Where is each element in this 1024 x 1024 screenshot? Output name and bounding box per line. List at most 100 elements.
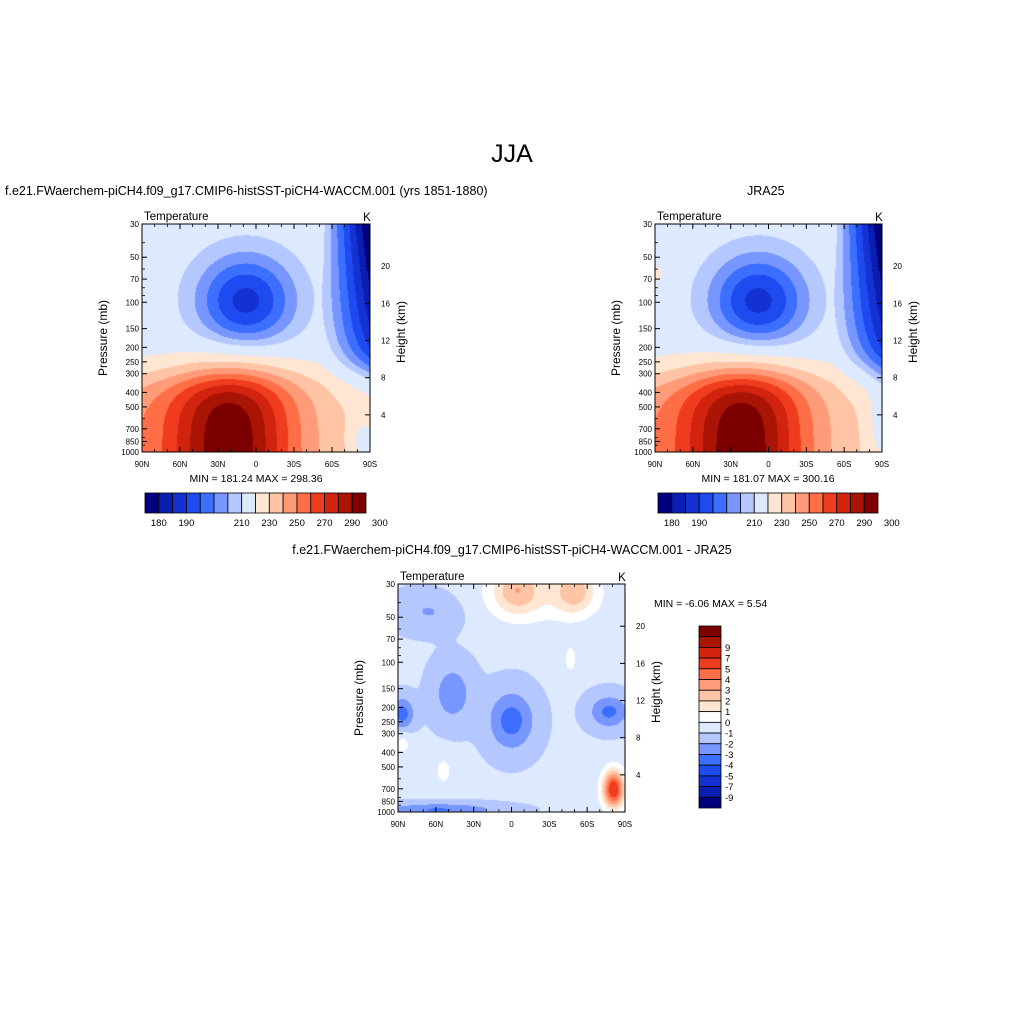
diff-colorbar-swatch	[698, 764, 722, 777]
obs-colorbar-swatch	[767, 492, 783, 514]
diff-ytick-label: 700	[382, 785, 396, 794]
diff-colorbar-label: 1	[725, 707, 730, 718]
obs-xtick-label: 90N	[648, 460, 663, 469]
model-ytick-label: 200	[126, 343, 140, 352]
model-colorbar-swatch	[324, 492, 339, 514]
obs-ylabel: Pressure (mb)	[609, 300, 623, 376]
model-ytick-label: 50	[130, 253, 139, 262]
model-xtick-label: 90N	[135, 460, 150, 469]
obs-ytick-label: 30	[643, 220, 652, 229]
model-contour-field	[142, 224, 370, 452]
diff-colorbar-label: -5	[725, 771, 733, 782]
obs-height-tick-label: 8	[893, 374, 898, 383]
diff-xtick-label: 30S	[542, 820, 556, 829]
diff-colorbar-swatch	[698, 668, 722, 680]
model-colorbar-swatch	[227, 492, 243, 514]
diff-ytick-label: 850	[382, 797, 396, 806]
model-colorbar-label: 230	[261, 518, 277, 529]
model-ylabel: Pressure (mb)	[96, 300, 110, 376]
model-colorbar-label: 180	[151, 518, 167, 529]
model-height-tick-label: 8	[381, 374, 386, 383]
diff-colorbar-swatch	[698, 636, 722, 648]
diff-colorbar-swatch	[698, 732, 722, 745]
diff-colorbar-label: 7	[725, 654, 730, 665]
obs-ytick-label: 100	[639, 298, 653, 307]
model-plot: 3050701001502002503004005007008501000481…	[96, 211, 408, 469]
obs-ytick-label: 700	[639, 425, 653, 434]
model-height-tick-label: 20	[381, 262, 390, 271]
obs-ytick-label: 1000	[634, 448, 652, 457]
diff-height-tick-label: 16	[636, 659, 645, 668]
diff-colorbar-label: -9	[725, 793, 733, 804]
diff-colorbar-label: 3	[725, 686, 730, 697]
model-colorbar-swatch	[310, 492, 325, 514]
obs-ytick-label: 500	[639, 403, 653, 412]
diff-colorbar-swatch	[698, 625, 722, 638]
obs-colorbar-swatch	[863, 492, 879, 514]
diff-height-tick-label: 12	[636, 697, 645, 706]
obs-colorbar-swatch	[808, 492, 824, 514]
model-colorbar-swatch	[337, 492, 353, 514]
obs-colorbar-swatch	[795, 492, 810, 514]
diff-colorbar-label: 4	[725, 675, 730, 686]
model-min-max: MIN = 181.24 MAX = 298.36	[189, 473, 322, 485]
diff-height-tick-label: 4	[636, 771, 641, 780]
diff-colorbar-swatch	[698, 679, 722, 691]
obs-colorbar-label: 210	[746, 518, 762, 529]
obs-colorbar-swatch	[740, 492, 755, 514]
obs-height-tick-label: 12	[893, 337, 902, 346]
obs-colorbar-swatch	[698, 492, 714, 514]
model-colorbar: 180 190 210 230 250 270 290 300	[144, 492, 388, 529]
model-colorbar-swatch	[241, 492, 256, 514]
obs-colorbar-swatch	[685, 492, 700, 514]
model-xtick-label: 90S	[363, 460, 377, 469]
obs-ytick-label: 250	[639, 358, 653, 367]
model-colorbar-swatch	[296, 492, 312, 514]
diff-ytick-label: 50	[386, 613, 395, 622]
diff-plot: 3050701001502002503004005007008501000481…	[352, 571, 663, 829]
obs-colorbar-swatch	[726, 492, 741, 514]
diff-colorbar-label: 5	[725, 664, 730, 675]
diff-colorbar-label: 9	[725, 643, 730, 654]
diff-xtick-label: 0	[509, 820, 514, 829]
diff-colorbar-label: -3	[725, 750, 733, 761]
diff-ytick-label: 250	[382, 718, 396, 727]
model-ytick-label: 250	[126, 358, 140, 367]
diff-ytick-label: 100	[382, 658, 396, 667]
model-colorbar-label: 270	[317, 518, 333, 529]
obs-ytick-label: 400	[639, 388, 653, 397]
model-xtick-label: 60N	[173, 460, 188, 469]
diff-colorbar-swatch	[698, 775, 722, 787]
diff-colorbar-label: -1	[725, 729, 733, 740]
model-ytick-label: 30	[130, 220, 139, 229]
obs-y2label: Height (km)	[906, 301, 920, 363]
model-colorbar-label: 190	[179, 518, 195, 529]
model-colorbar-swatch	[255, 492, 270, 514]
obs-height-tick-label: 20	[893, 262, 902, 271]
obs-xtick-label: 60N	[685, 460, 700, 469]
obs-colorbar-label: 250	[801, 518, 817, 529]
obs-colorbar-swatch	[850, 492, 865, 514]
obs-colorbar-swatch	[836, 492, 851, 514]
model-ytick-label: 70	[130, 275, 139, 284]
diff-xtick-label: 90S	[618, 820, 632, 829]
model-colorbar-label: 210	[234, 518, 250, 529]
model-ytick-label: 850	[126, 437, 140, 446]
obs-ytick-label: 300	[639, 370, 653, 379]
obs-panel-title: JRA25	[747, 184, 785, 198]
diff-y2label: Height (km)	[649, 661, 663, 723]
diff-ytick-label: 30	[386, 580, 395, 589]
model-xtick-label: 30N	[211, 460, 226, 469]
diff-ytick-label: 400	[382, 748, 396, 757]
diff-ylabel: Pressure (mb)	[352, 660, 366, 736]
diff-colorbar-swatch	[698, 689, 722, 702]
diff-height-tick-label: 8	[636, 734, 641, 743]
model-colorbar-swatch	[172, 492, 187, 514]
model-ytick-label: 500	[126, 403, 140, 412]
obs-colorbar-label: 230	[774, 518, 790, 529]
diff-ytick-label: 300	[382, 730, 396, 739]
model-colorbar-swatch	[351, 492, 367, 514]
obs-colorbar-swatch	[657, 492, 673, 514]
diff-colorbar-label: -4	[725, 761, 733, 772]
